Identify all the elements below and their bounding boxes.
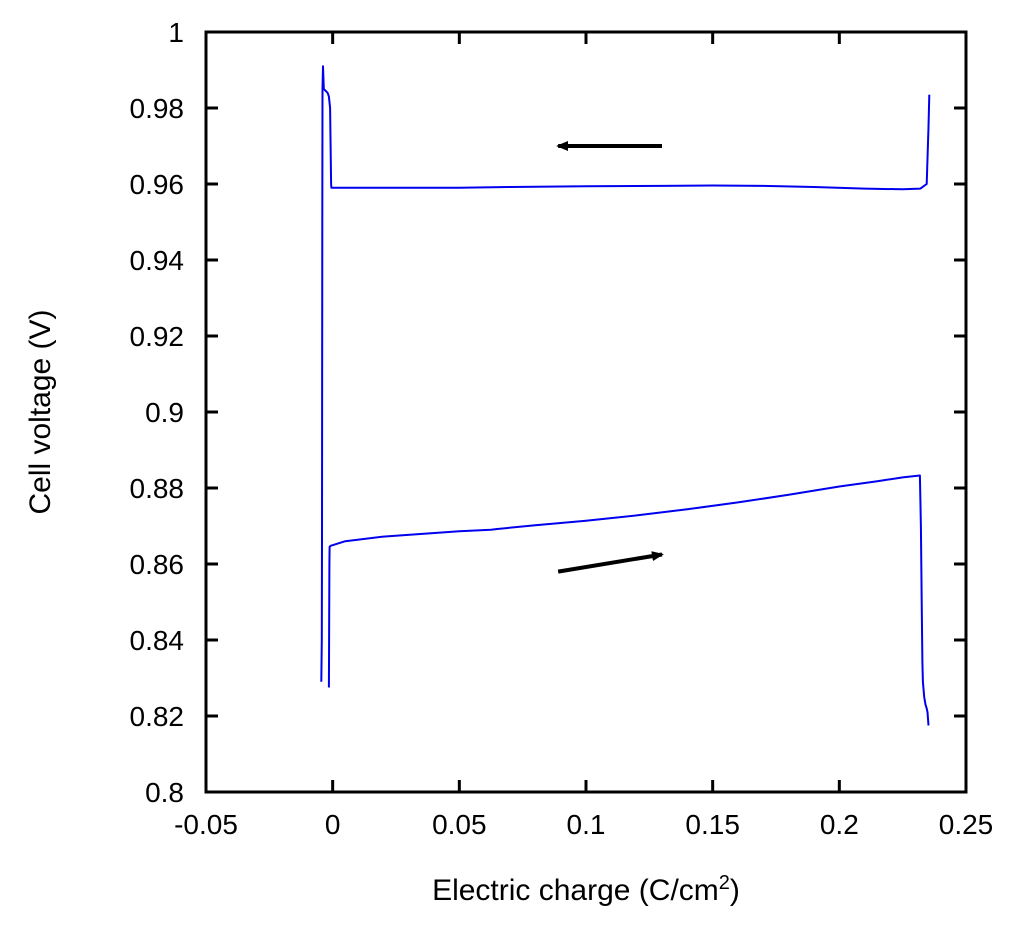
series-line: [320, 65, 931, 682]
y-tick-label: 0.82: [130, 701, 185, 732]
x-tick-label: 0.2: [820, 809, 859, 840]
y-tick-label: 0.8: [145, 777, 184, 808]
annotations: [556, 141, 664, 574]
y-tick-label: 0.9: [145, 397, 184, 428]
x-tick-label: 0.1: [567, 809, 606, 840]
y-tick-label: 0.84: [130, 625, 185, 656]
data-series: [320, 65, 931, 726]
direction-arrow: [557, 551, 664, 574]
x-axis-label: Electric charge (C/cm2): [432, 872, 740, 907]
y-tick-label: 0.96: [130, 169, 185, 200]
y-tick-label: 0.88: [130, 473, 185, 504]
axis-labels: Electric charge (C/cm2) Cell voltage (V): [24, 309, 740, 907]
y-tick-label: 0.86: [130, 549, 185, 580]
y-tick-label: 0.94: [130, 245, 185, 276]
x-axis-label-suffix: ): [730, 874, 740, 907]
x-axis-label-superscript: 2: [719, 872, 730, 894]
series-line: [327, 474, 930, 726]
x-tick-label: 0.15: [685, 809, 740, 840]
x-tick-label: 0: [325, 809, 341, 840]
axis-ticks: -0.05 0 0.05 0.1 0.15 0.2 0.25 0.8 0.82 0.84 0.86 0…: [130, 17, 994, 840]
x-tick-label: -0.05: [174, 809, 238, 840]
x-tick-label: 0.25: [939, 809, 994, 840]
y-tick-label: 0.92: [130, 321, 185, 352]
x-tick-label: 0.05: [432, 809, 487, 840]
y-tick-label: 0.98: [130, 93, 185, 124]
y-tick-label: 1: [168, 17, 184, 48]
x-axis-label-main: Electric charge (C/cm: [432, 874, 719, 907]
y-axis-label: Cell voltage (V): [24, 309, 57, 514]
